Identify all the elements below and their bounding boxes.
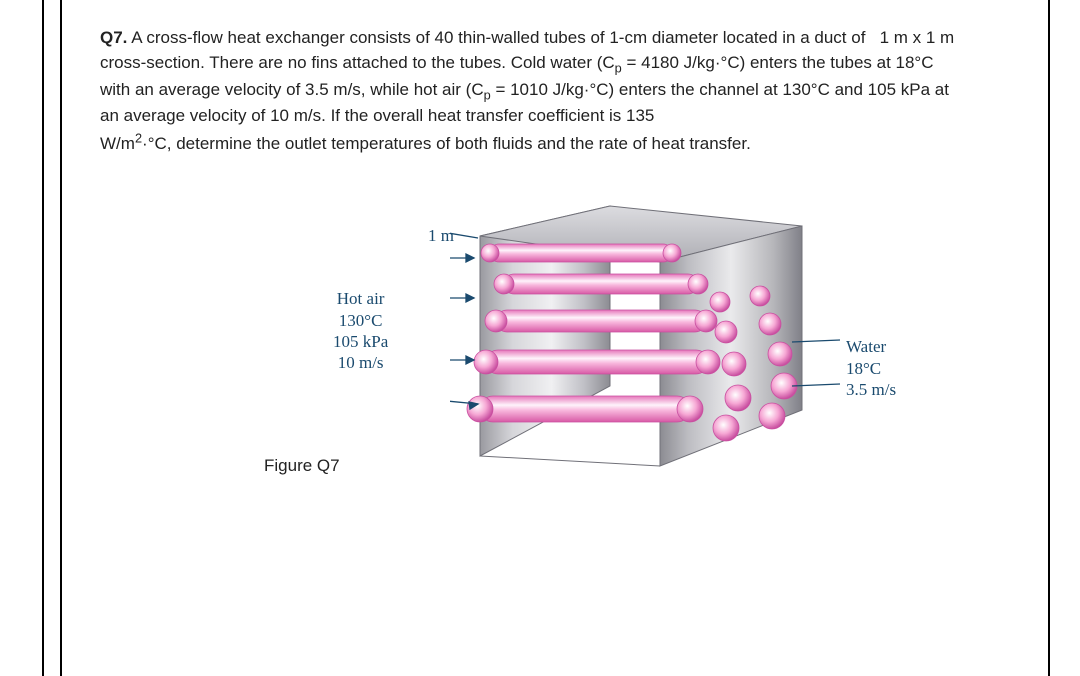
hotair-l4: 10 m/s <box>333 352 388 373</box>
hot-air-labels: Hot air 130°C 105 kPa 10 m/s <box>333 288 388 373</box>
figure-q7: 1 m 1 m Hot air 130°C 105 kPa 10 m/s Wat… <box>100 196 960 526</box>
question-label: Q7. <box>100 28 127 47</box>
hotair-l1: Hot air <box>333 288 388 309</box>
question-text-2: W/m2·°C, determine the outlet temperatur… <box>100 134 751 153</box>
figure-caption: Figure Q7 <box>264 456 340 476</box>
hotair-l2: 130°C <box>333 310 388 331</box>
heat-exchanger-diagram <box>450 190 870 485</box>
question-text-1: A cross-flow heat exchanger consists of … <box>100 28 954 125</box>
question-body: Q7. A cross-flow heat exchanger consists… <box>100 26 960 156</box>
hotair-l3: 105 kPa <box>333 331 388 352</box>
